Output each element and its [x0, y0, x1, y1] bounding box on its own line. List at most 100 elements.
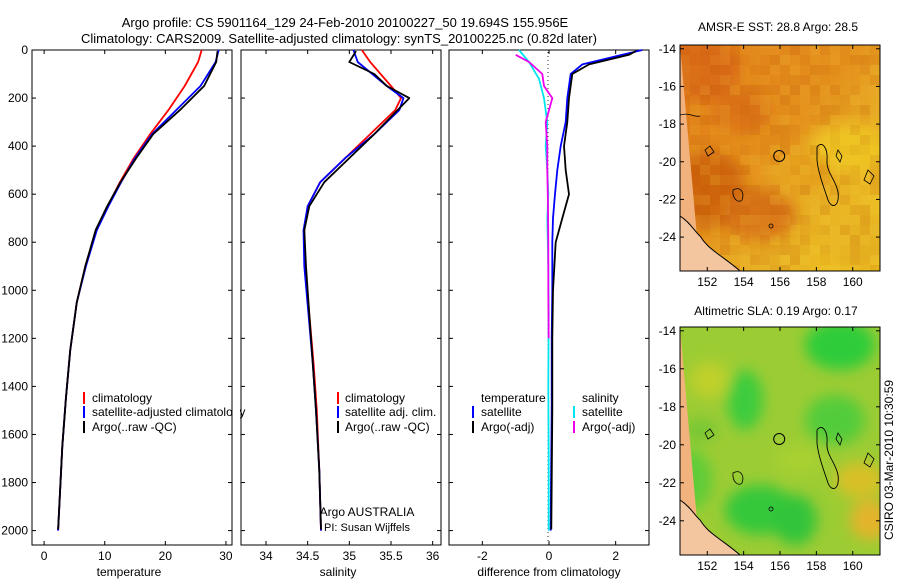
sst-pixel — [840, 205, 850, 215]
sst-pixel — [750, 195, 760, 205]
x-tick-label: 20 — [159, 549, 173, 563]
sst-pixel — [790, 245, 800, 255]
sst-pixel — [700, 65, 710, 75]
sst-pixel — [790, 215, 800, 225]
sst-pixel — [850, 235, 860, 245]
sst-pixel — [720, 115, 730, 125]
sst-pixel — [840, 235, 850, 245]
map-y-tick-label: -18 — [659, 117, 677, 131]
sst-pixel — [820, 235, 830, 245]
sst-pixel — [700, 85, 710, 95]
sst-pixel — [840, 75, 850, 85]
sst-pixel — [760, 215, 770, 225]
sst-pixel — [850, 105, 860, 115]
sst-pixel — [810, 135, 820, 145]
sst-pixel — [830, 55, 840, 65]
sst-pixel — [780, 175, 790, 185]
sst-pixel — [870, 225, 880, 235]
sst-pixel — [810, 85, 820, 95]
sst-pixel — [750, 115, 760, 125]
temperature-xlabel: temperature — [97, 565, 162, 579]
sst-pixel — [840, 95, 850, 105]
sst-pixel — [850, 215, 860, 225]
sst-pixel — [820, 155, 830, 165]
sst-pixel — [860, 155, 870, 165]
sst-pixel — [750, 255, 760, 265]
sst-pixel — [810, 185, 820, 195]
sst-pixel — [770, 75, 780, 85]
sst-pixel — [720, 205, 730, 215]
sst-pixel — [730, 185, 740, 195]
sst-pixel — [780, 185, 790, 195]
sst-pixel — [780, 95, 790, 105]
sst-pixel — [730, 45, 740, 55]
sst-pixel — [840, 65, 850, 75]
sst-pixel — [830, 105, 840, 115]
sst-pixel — [740, 45, 750, 55]
sst-pixel — [770, 225, 780, 235]
sst-pixel — [690, 165, 700, 175]
sst-pixel — [790, 165, 800, 175]
sst-pixel — [870, 215, 880, 225]
sst-pixel — [770, 165, 780, 175]
sst-pixel — [860, 55, 870, 65]
sst-pixel — [860, 45, 870, 55]
sst-pixel — [770, 95, 780, 105]
map-x-tick-label: 156 — [770, 275, 790, 289]
sst-pixel — [770, 245, 780, 255]
sst-pixel — [860, 225, 870, 235]
sst-pixel — [770, 195, 780, 205]
sst-pixel — [750, 95, 760, 105]
sst-pixel — [760, 125, 770, 135]
sst-pixel — [810, 65, 820, 75]
sst-pixel — [730, 205, 740, 215]
title-line-1: Argo profile: CS 5901164_129 24-Feb-2010… — [122, 15, 569, 30]
depth-tick-label: 600 — [8, 187, 28, 201]
sst-pixel — [750, 75, 760, 85]
sla-map-axes: 152 154 156 158 160 -14 -16 -18 -20 -22 -24 — [659, 324, 880, 573]
sst-pixel — [700, 185, 710, 195]
sst-pixel — [830, 115, 840, 125]
sst-pixel — [850, 75, 860, 85]
sst-pixel — [840, 125, 850, 135]
sst-pixel — [730, 95, 740, 105]
map-y-tick-label: -22 — [659, 192, 677, 206]
sst-pixel — [700, 175, 710, 185]
sst-pixel — [850, 65, 860, 75]
sst-pixel — [850, 155, 860, 165]
profile-x-axes: 0 10 20 30 34 34.5 35 35.5 36 -2 0 2 — [41, 50, 619, 563]
sst-pixel — [820, 225, 830, 235]
sst-pixel — [710, 175, 720, 185]
depth-tick-label: 1600 — [1, 427, 28, 441]
sst-pixel — [820, 115, 830, 125]
sst-pixel — [720, 235, 730, 245]
sst-pixel — [700, 115, 710, 125]
sst-pixel — [740, 105, 750, 115]
sst-pixel — [780, 105, 790, 115]
legend-temp-argo: Argo(..raw -QC) — [92, 420, 177, 434]
sst-pixel — [750, 165, 760, 175]
sst-pixel — [840, 245, 850, 255]
sst-pixel — [730, 225, 740, 235]
sst-pixel — [710, 235, 720, 245]
x-tick-label: 2 — [612, 549, 619, 563]
sst-pixel — [830, 185, 840, 195]
sst-pixel — [750, 225, 760, 235]
sst-pixel — [840, 165, 850, 175]
generation-timestamp: CSIRO 03-Mar-2010 10:30:59 — [882, 380, 896, 540]
sst-pixel — [790, 195, 800, 205]
sst-pixel — [690, 175, 700, 185]
sst-pixel — [740, 165, 750, 175]
sst-pixel — [860, 65, 870, 75]
sst-pixel — [760, 115, 770, 125]
sst-pixel — [730, 255, 740, 265]
sst-pixel — [810, 195, 820, 205]
sst-pixel — [870, 55, 880, 65]
sst-pixel — [830, 265, 840, 271]
sst-pixel — [860, 125, 870, 135]
sst-pixel — [790, 135, 800, 145]
sst-pixel — [700, 135, 710, 145]
sst-pixel — [720, 45, 730, 55]
salinity-panel-frame — [240, 49, 442, 546]
sst-pixel — [850, 115, 860, 125]
